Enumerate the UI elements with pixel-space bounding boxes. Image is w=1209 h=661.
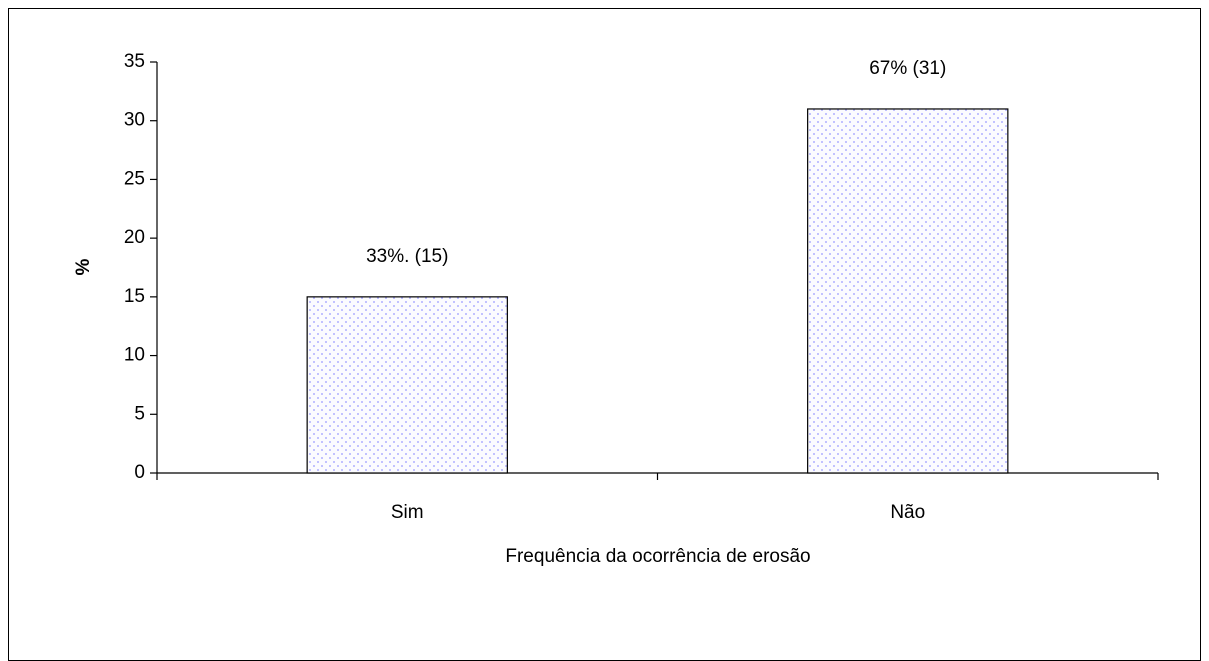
x-tick-label: Não [890, 502, 925, 523]
bar [306, 296, 508, 474]
y-axis-label: % [73, 258, 94, 275]
y-tick-label: 25 [124, 168, 145, 189]
y-tick-label: 20 [124, 227, 145, 248]
data-label: 33%. (15) [366, 246, 448, 267]
y-tick-label: 5 [134, 403, 145, 424]
y-tick-label: 10 [124, 345, 145, 366]
y-tick-label: 15 [124, 286, 145, 307]
y-tick-label: 35 [124, 51, 145, 72]
y-tick-label: 0 [134, 462, 145, 483]
x-tick-label: Sim [391, 502, 424, 523]
x-axis-label: Frequência da ocorrência de erosão [505, 546, 810, 567]
data-label: 67% (31) [869, 58, 946, 79]
y-tick-label: 30 [124, 110, 145, 131]
bar [807, 108, 1009, 474]
